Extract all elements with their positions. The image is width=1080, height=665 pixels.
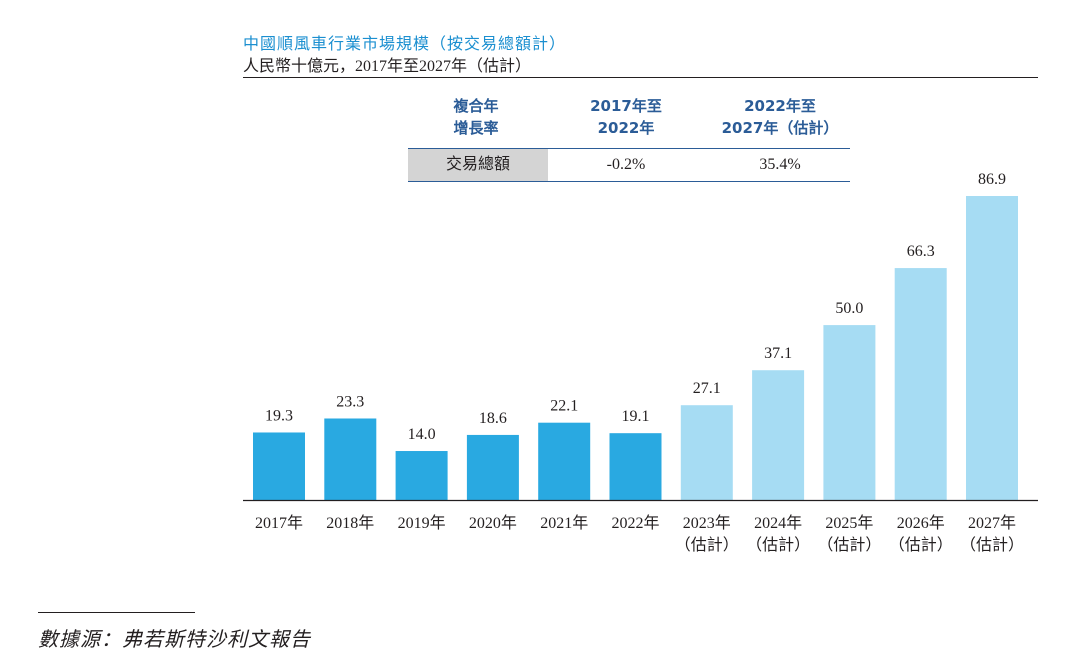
cagr-row-label: 交易總額 [408,149,548,181]
data-label-1: 19.3 [265,407,293,424]
bar-5 [538,422,591,500]
data-label-6: 19.1 [622,408,650,425]
x-tick-label-6: 2022年 [611,514,659,532]
x-tick-label-1: 2017年 [255,514,303,532]
bar-11 [966,196,1018,500]
cagr-header-label: 複合年 增長率 [420,95,532,139]
x-tick-label-11: 2027年 [968,514,1016,532]
data-label-2: 23.3 [336,393,364,410]
bar-4 [466,434,519,500]
bar-7 [680,405,733,500]
x-tick-label-2: 2018年 [326,514,374,532]
data-label-4: 18.6 [479,410,507,427]
bar-8 [752,370,805,500]
bar-2 [324,418,377,500]
data-label-10: 66.3 [907,243,935,260]
cagr-header-label-line2: 增長率 [453,119,499,137]
data-label-7: 27.1 [693,380,721,397]
cagr-rule-bottom [408,181,850,182]
cagr-col2-header: 2022年至 2027年（估計） [705,95,855,139]
cagr-col1-header: 2017年至 2022年 [556,95,696,139]
data-label-11: 86.9 [978,171,1006,188]
bar-9 [823,325,876,500]
x-tick-note-10: （估計） [889,536,953,554]
x-tick-note-11: （估計） [960,536,1024,554]
cagr-col2-header-line2: 2027年（估計） [721,119,839,137]
chart-title: 中國順風車行業市場規模（按交易總額計） [243,34,567,53]
bar-1 [253,432,305,500]
source-rule [38,612,195,613]
cagr-col1-header-line1: 2017年至 [590,97,662,115]
bar-6 [609,433,662,500]
data-label-9: 50.0 [835,300,863,317]
source-note: 數據源：弗若斯特沙利文報告 [38,629,311,651]
cagr-col1-header-line2: 2022年 [597,119,655,137]
cagr-rule-top [408,148,850,149]
x-tick-label-8: 2024年 [754,514,802,532]
cagr-col2-header-line1: 2022年至 [744,97,816,115]
cagr-header-label-line1: 複合年 [453,97,499,115]
x-tick-label-4: 2020年 [469,514,517,532]
cagr-col1-value: -0.2% [606,156,646,173]
x-tick-note-9: （估計） [817,536,881,554]
cagr-col2-value: 35.4% [759,156,801,173]
x-tick-label-7: 2023年 [683,514,731,532]
chart-subtitle: 人民幣十億元，2017年至2027年（估計） [243,58,532,75]
data-label-3: 14.0 [408,426,436,443]
data-label-8: 37.1 [764,345,792,362]
bar-3 [395,451,448,500]
title-rule [243,77,1038,78]
x-tick-note-7: （估計） [675,536,739,554]
data-label-5: 22.1 [550,398,578,415]
x-tick-label-5: 2021年 [540,514,588,532]
x-tick-note-8: （估計） [746,536,810,554]
x-tick-label-3: 2019年 [398,514,446,532]
x-tick-label-9: 2025年 [825,514,873,532]
bar-10 [894,268,947,500]
x-tick-label-10: 2026年 [897,514,945,532]
